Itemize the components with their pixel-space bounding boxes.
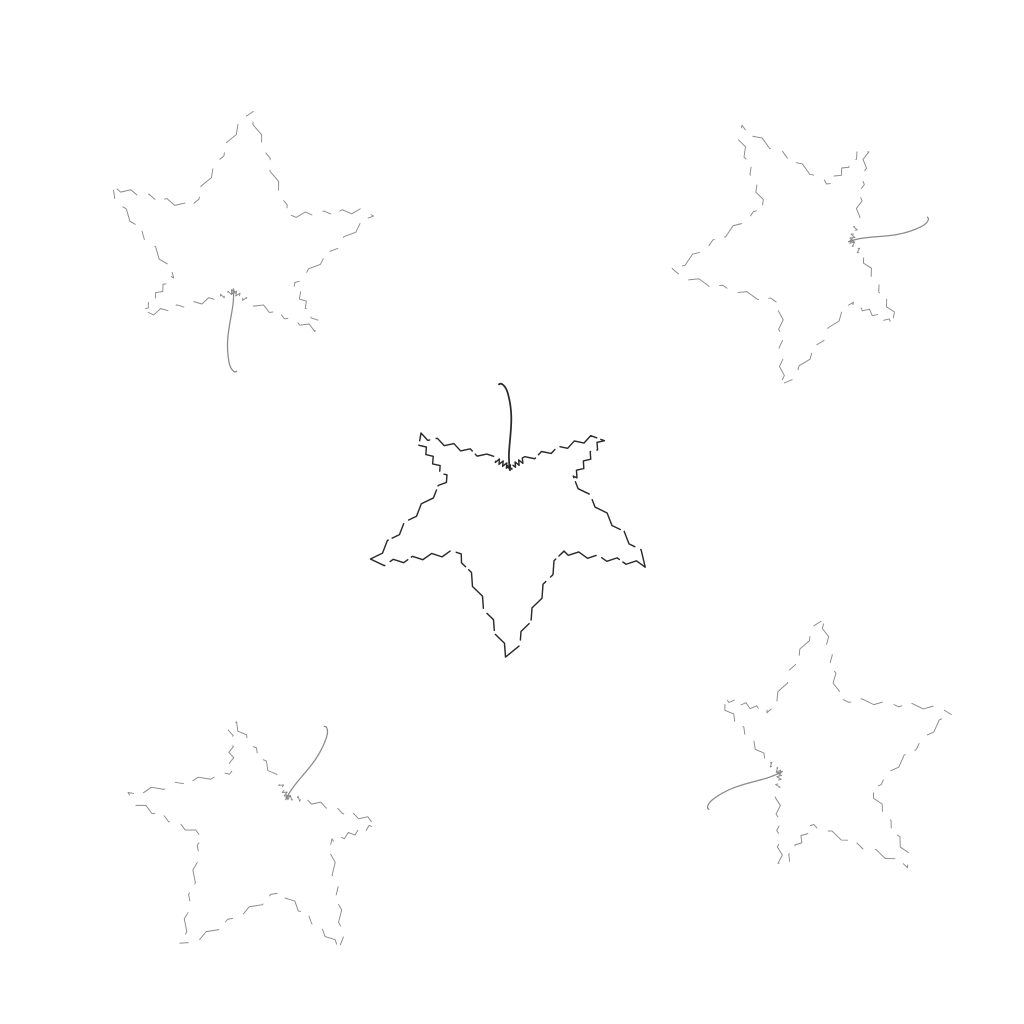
leaf-stem (226, 288, 238, 373)
maple-leaf-top-right (671, 124, 929, 386)
maple-leaf-center (369, 382, 646, 658)
leaf-layer (112, 111, 952, 950)
leaf-stem (498, 382, 513, 472)
maple-leaf-bottom-left (127, 721, 377, 950)
leaf-outline (127, 721, 377, 950)
leaf-stem (285, 725, 329, 801)
maple-leaf-bottom-right (707, 618, 952, 869)
leaf-outline (671, 124, 895, 386)
leaf-outline (112, 111, 374, 333)
leaf-outline (369, 432, 646, 658)
maple-leaf-top-left (112, 111, 374, 373)
leaf-outline (724, 618, 952, 869)
leaf-stem (707, 770, 783, 810)
leaf-stem (847, 216, 929, 243)
